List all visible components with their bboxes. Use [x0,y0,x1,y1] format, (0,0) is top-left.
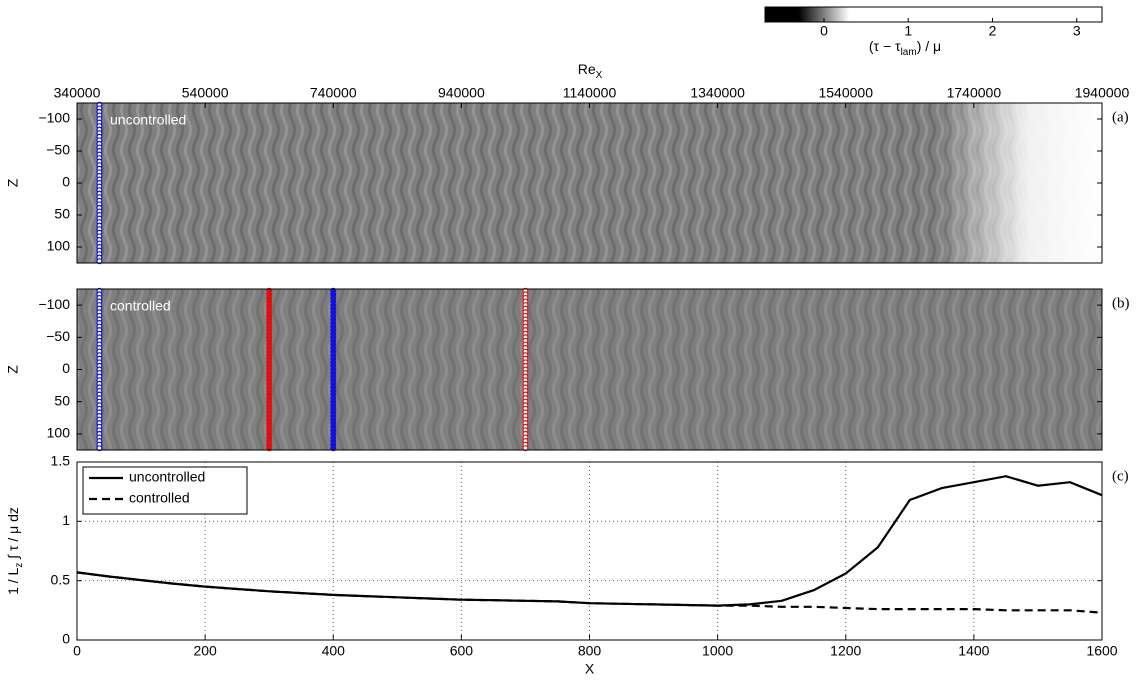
legend-label: controlled [129,490,190,506]
y-tick-label: −100 [38,110,70,126]
x2-tick-label: 1340000 [690,85,745,101]
plot-frame [76,102,1103,264]
y-tick-label: −50 [46,328,70,344]
y-axis-label-part: 1 / L [5,567,21,594]
y-tick-label: 0 [62,631,70,647]
y-tick-label: −50 [46,142,70,158]
marker [330,445,337,452]
y-tick-label: 0 [62,174,70,190]
x-axis-label: X [585,661,595,677]
colorbar-label: (τ − τlam) / μ [869,38,941,58]
colorbar-tick-label: 3 [1073,23,1081,39]
x-tick-label: 200 [193,643,217,659]
y-tick-label: 50 [54,392,70,408]
heatmap-texture [77,103,1102,263]
colorbar-label-part: lam [901,47,917,58]
x2-tick-label: 1540000 [818,85,873,101]
panel-label: (a) [1112,109,1129,125]
y-axis-label-part: z [14,563,25,568]
y-tick-label: 1 [62,512,70,528]
colorbar-tick-label: 0 [820,23,828,39]
y-tick-label: −100 [38,296,70,312]
x-tick-label: 800 [578,643,602,659]
y-axis-label: Z [5,178,21,187]
y-axis-label-part: ∫ τ / μ dz [5,507,21,563]
marker [96,258,103,265]
plot-frame [76,288,1103,451]
panel-label: (c) [1112,468,1129,484]
x2-tick-label: 1140000 [563,85,617,101]
x2-axis-label-part: Re [578,61,596,77]
x2-tick-label: 340000 [54,85,101,101]
legend-label: uncontrolled [129,469,205,485]
y-tick-label: 100 [47,238,71,254]
x-tick-label: 1200 [830,643,861,659]
marker [266,445,273,452]
y-tick-label: 0.5 [51,571,71,587]
colorbar-label-part: ) / μ [917,38,941,54]
y-axis-label: Z [5,365,21,374]
colorbar-tick-label: 1 [904,23,912,39]
marker [96,445,103,452]
x-tick-label: 1400 [958,643,989,659]
y-tick-label: 0 [62,360,70,376]
x-tick-label: 400 [322,643,346,659]
x2-tick-label: 1740000 [947,85,1002,101]
plot-frame [76,461,1103,641]
x2-tick-label: 1940000 [1075,85,1130,101]
panel-label: (b) [1112,295,1130,311]
y-tick-label: 50 [54,206,70,222]
colorbar-label-part: (τ − τ [869,38,901,54]
legend-box [82,466,248,515]
x2-tick-label: 740000 [310,85,357,101]
colorbar [764,6,1103,23]
marker [522,445,529,452]
x-tick-label: 1000 [702,643,733,659]
x2-axis-label: ReX [578,61,603,81]
annotation: uncontrolled [110,112,186,128]
x2-tick-label: 940000 [438,85,485,101]
colorbar-tick-label: 2 [989,23,997,39]
x-tick-label: 0 [73,643,81,659]
x-tick-label: 600 [450,643,474,659]
line [76,571,1103,614]
x2-axis-label-part: X [596,70,603,81]
x-tick-label: 1600 [1086,643,1117,659]
y-tick-label: 1.5 [51,453,71,469]
heatmap-turbulent [940,103,1102,263]
y-axis-label: 1 / Lz ∫ τ / μ dz [5,507,25,595]
annotation: controlled [110,298,171,314]
y-tick-label: 100 [47,425,71,441]
heatmap-texture [77,289,1102,450]
x2-tick-label: 540000 [182,85,229,101]
